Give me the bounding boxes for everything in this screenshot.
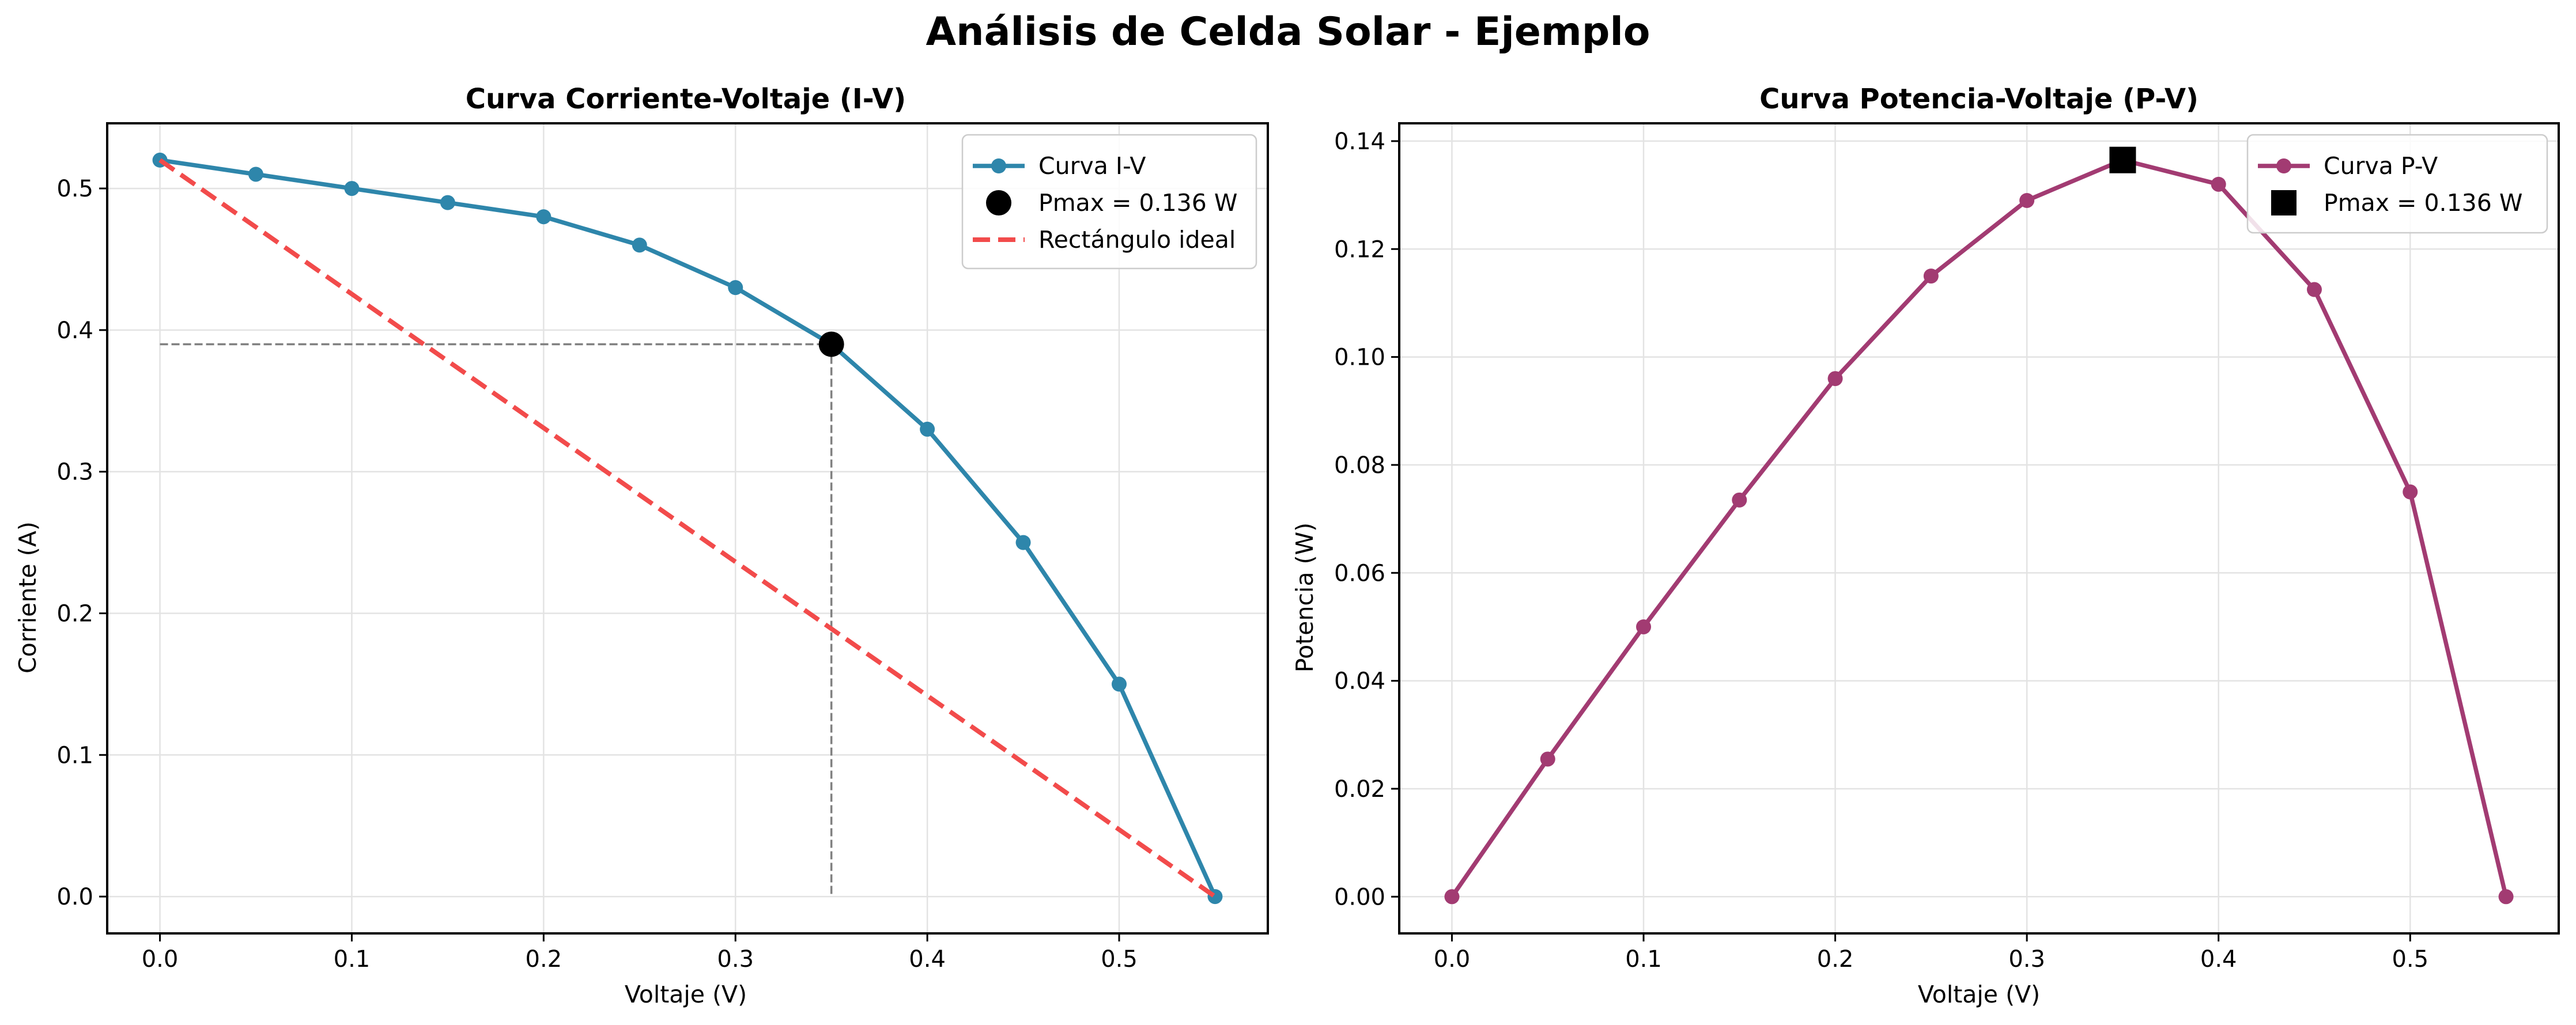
chart-pv-series-0-point-8 [2211,176,2226,192]
chart-pv-y-tick-label-4: 0.08 [1334,452,1385,479]
chart-pv-series-0-point-2 [1636,619,1652,634]
chart-iv-y-tick-label-3: 0.3 [56,459,93,486]
chart-iv-x-tick-label-5: 0.5 [1101,946,1138,973]
chart-iv-series-1-point-0 [818,331,844,357]
chart-pv-series-0-line [1450,157,2509,898]
chart-iv-grid [107,123,1268,933]
chart-iv-series-0-point-1 [248,167,263,182]
chart-iv-legend-box [961,134,1257,270]
chart-iv-plot [152,152,1223,905]
chart-pv-frame [1398,122,2560,935]
chart-iv-x-tick-label-3: 0.3 [717,946,754,973]
chart-pv-series-0-point-9 [2306,282,2322,297]
chart-iv-series-0-point-3 [440,195,455,210]
figure-title: Análisis de Celda Solar - Ejemplo [926,9,1650,55]
chart-pv-legend-box [2246,134,2548,234]
chart-iv-series-2-line [158,158,1217,899]
chart-iv-y-tick-label-1: 0.1 [56,742,93,769]
chart-pv-legend-handle-0-marker [2276,158,2291,173]
chart-pv-y-tick-label-1: 0.02 [1334,776,1385,803]
chart-pv-y-label: Potencia (W) [1291,523,1319,672]
chart-pv-series-0-point-11 [2498,889,2514,905]
chart-pv-series-0-point-0 [1444,889,1460,905]
chart-iv-series-0-point-5 [632,237,647,253]
chart-iv-series-0-point-8 [920,421,935,437]
chart-pv-x-tick-label-2: 0.2 [1817,946,1854,973]
chart-iv-series-0-point-2 [344,181,360,196]
chart-pv-series-0-point-6 [2019,192,2035,208]
chart-iv-legend-handle-1-marker [986,190,1011,215]
chart-pv-x-tick-label-0: 0.0 [1434,946,1471,973]
chart-pv: Curva Potencia-Voltaje (P-V) 0.0 0.1 0.2 0.… [1291,83,2560,1008]
chart-iv-x-tick-label-1: 0.1 [334,946,371,973]
chart-pv-legend-label-1: Pmax = 0.136 W [2324,189,2522,217]
chart-iv-x-tick-label-0: 0.0 [142,946,179,973]
chart-pv-legend-label-0: Curva P-V [2324,152,2438,180]
chart-iv-y-tick-label-0: 0.0 [56,884,93,910]
chart-iv-series-0-point-6 [728,280,743,296]
chart-iv-series-0-point-9 [1015,535,1031,550]
chart-pv-series-0-point-4 [1827,371,1843,387]
chart-pv-series-0-point-5 [1923,268,1939,284]
chart-pv-x-tick-label-3: 0.3 [2008,946,2045,973]
chart-iv-x-label: Voltaje (V) [625,981,747,1008]
chart-iv: Curva Corriente-Voltaje (I-V) 0.0 0.1 0.2 0… [14,83,1269,1008]
chart-pv-x-tick-label-1: 0.1 [1625,946,1662,973]
chart-iv-y-tick-label-2: 0.2 [56,600,93,627]
chart-iv-axes: 0.0 0.1 0.2 0.3 0.4 0.5 0.0 0.1 0.2 0.3 0.4 0.5 [56,122,1269,973]
chart-pv-legend: Curva P-V Pmax = 0.136 W [2246,134,2548,234]
chart-pv-y-tick-label-2: 0.04 [1334,668,1385,695]
chart-iv-series-0-point-4 [536,209,552,225]
chart-pv-title: Curva Potencia-Voltaje (P-V) [1759,83,2199,115]
chart-iv-x-tick-label-2: 0.2 [526,946,562,973]
chart-pv-y-tick-label-7: 0.14 [1334,128,1385,155]
chart-pv-series-0-point-3 [1732,492,1747,508]
chart-iv-series-0-line [159,158,1217,898]
chart-iv-legend-label-0: Curva I-V [1038,152,1146,180]
chart-iv-y-label: Corriente (A) [14,521,41,674]
chart-pv-legend-handle-1-marker [2271,190,2297,215]
chart-pv-y-tick-label-5: 0.10 [1334,345,1385,371]
chart-pv-y-tick-label-6: 0.12 [1334,236,1385,263]
chart-pv-series-0-point-1 [1540,751,1555,767]
chart-pv-axes: 0.0 0.1 0.2 0.3 0.4 0.5 0.00 0.02 0.04 0.06 0.08 0.… [1334,122,2560,973]
chart-pv-x-tick-label-5: 0.5 [2392,946,2428,973]
chart-iv-frame [106,122,1269,935]
chart-iv-y-tick-label-4: 0.4 [56,317,93,344]
chart-iv-legend: Curva I-V Pmax = 0.136 W Rectángulo ideal [961,134,1257,270]
chart-pv-x-tick-label-4: 0.4 [2200,946,2237,973]
chart-pv-series-1-point-0 [2109,146,2136,173]
chart-pv-y-tick-label-0: 0.00 [1334,884,1385,910]
chart-iv-x-tick-label-4: 0.4 [909,946,946,973]
chart-iv-legend-label-2: Rectángulo ideal [1038,226,1236,254]
chart-pv-x-label: Voltaje (V) [1918,981,2040,1008]
chart-iv-series-0-point-10 [1112,676,1127,692]
chart-iv-title: Curva Corriente-Voltaje (I-V) [466,83,906,115]
chart-iv-y-tick-label-5: 0.5 [56,176,93,202]
chart-pv-y-tick-label-3: 0.06 [1334,560,1385,587]
chart-pv-grid [1399,123,2559,933]
chart-pv-plot [1444,146,2514,905]
chart-iv-legend-label-1: Pmax = 0.136 W [1038,189,1237,217]
chart-pv-series-0-point-10 [2403,484,2418,500]
chart-iv-legend-handle-0-marker [991,158,1006,173]
